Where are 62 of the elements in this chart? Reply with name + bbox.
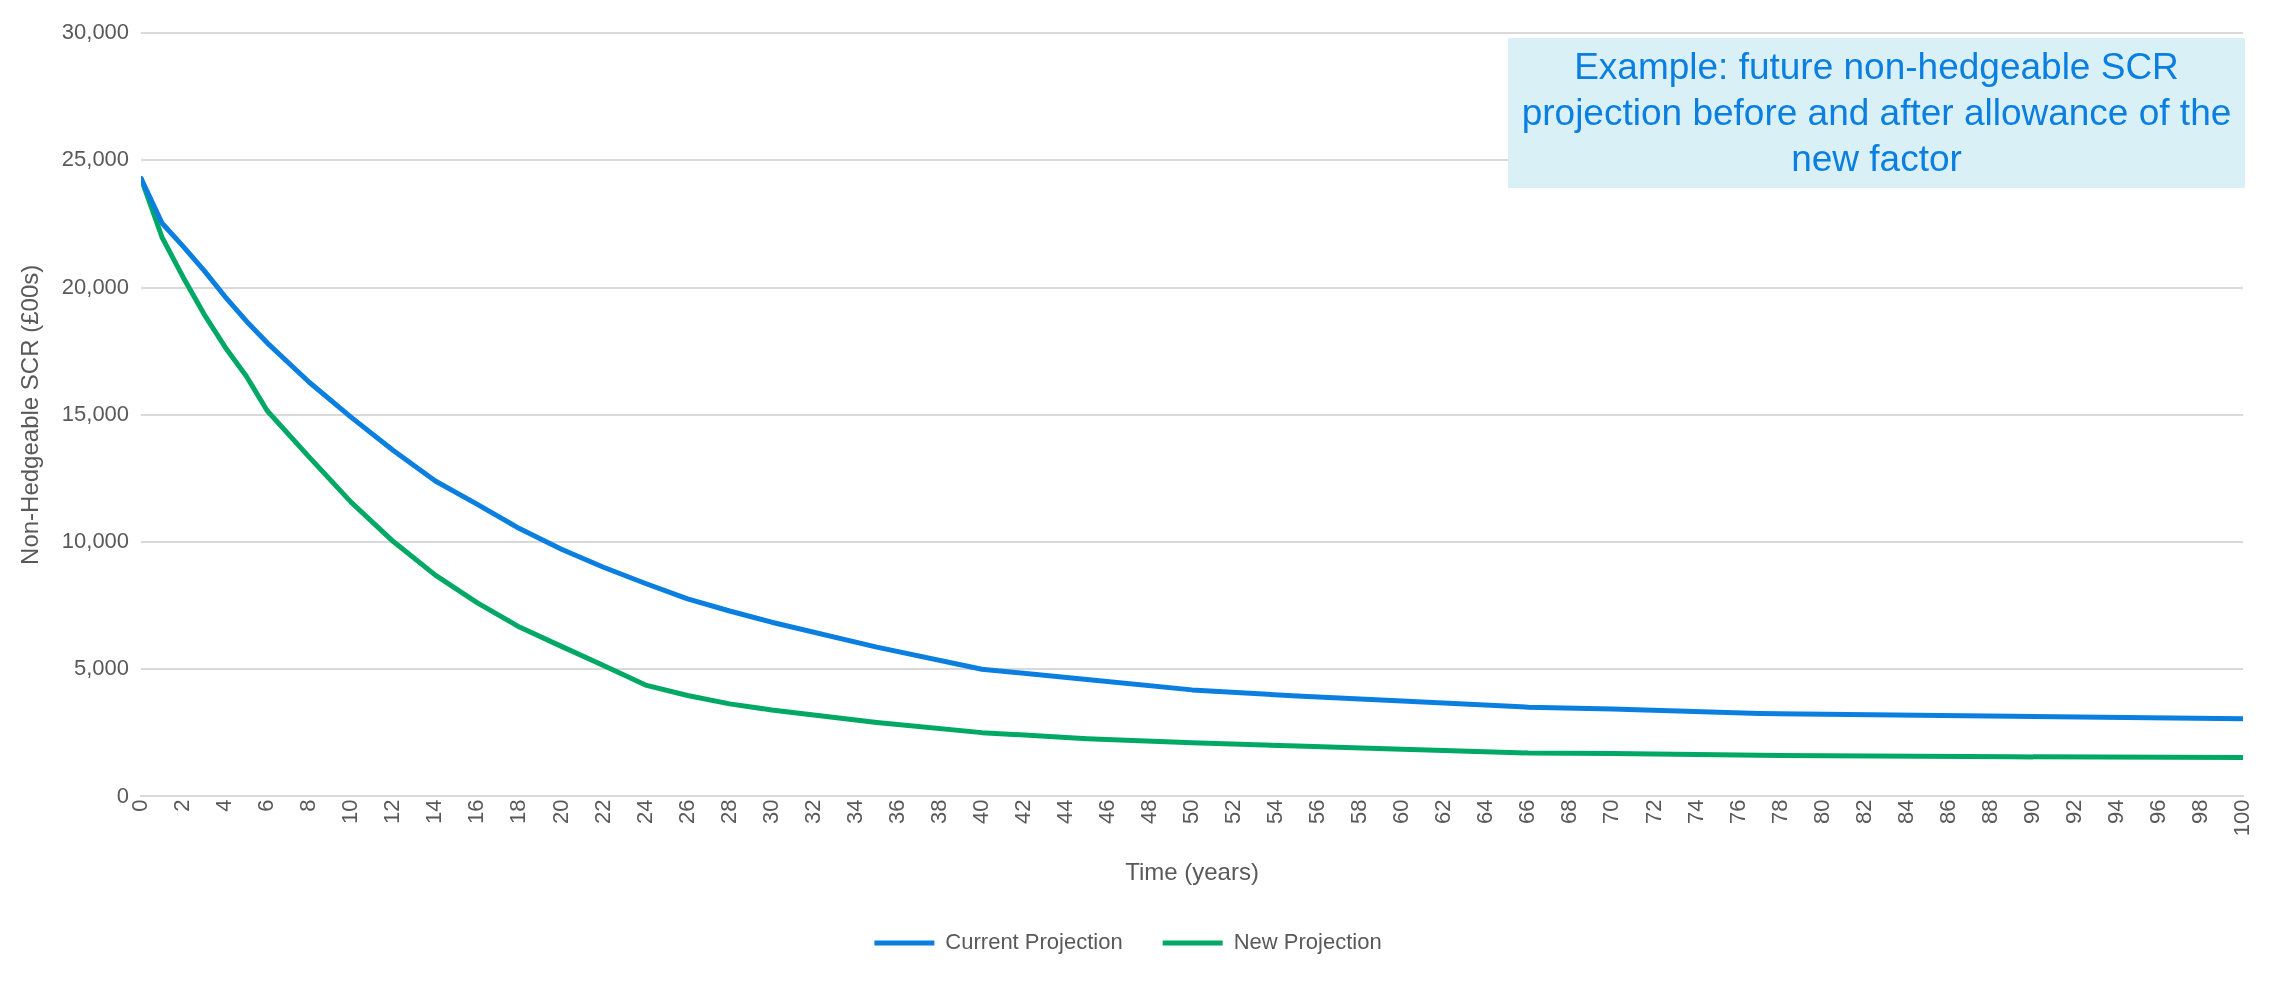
x-tick-label: 46 [1094,799,1120,824]
x-tick-label: 16 [463,799,489,824]
x-tick-label: 38 [925,799,951,824]
x-tick-label: 34 [841,799,867,824]
legend-label: New Projection [1233,929,1382,955]
x-tick-label: 72 [1640,799,1666,824]
x-tick-label: 18 [505,799,531,824]
x-tick-label: 6 [253,799,279,812]
x-tick-label: 88 [1976,799,2002,824]
x-tick-label: 100 [2229,799,2255,837]
x-tick-label: 68 [1556,799,1582,824]
x-tick-label: 96 [2144,799,2170,824]
x-tick-label: 66 [1514,799,1540,824]
x-tick-label: 28 [715,799,741,824]
x-axis-title: Time (years) [1125,858,1259,886]
x-tick-label: 4 [211,799,237,812]
x-tick-label: 50 [1178,799,1204,824]
x-tick-label: 42 [1009,799,1035,824]
x-tick-label: 30 [757,799,783,824]
x-tick-label: 82 [1850,799,1876,824]
x-tick-label: 24 [631,799,657,824]
x-tick-label: 2 [169,799,195,812]
x-tick-label: 64 [1472,799,1498,824]
y-axis-title: Non-Hedgeable SCR (£00s) [16,264,44,565]
x-tick-label: 74 [1682,799,1708,824]
x-tick-label: 0 [127,799,153,812]
y-tick-label: 15,000 [61,400,130,426]
x-tick-label: 84 [1892,799,1918,824]
x-tick-label: 26 [673,799,699,824]
x-tick-label: 80 [1808,799,1834,824]
x-tick-label: 20 [547,799,573,824]
x-tick-label: 62 [1430,799,1456,824]
x-tick-label: 32 [799,799,825,824]
x-tick-label: 48 [1136,799,1162,824]
x-tick-label: 56 [1304,799,1330,824]
y-tick-label: 30,000 [61,19,130,45]
y-tick-label: 10,000 [61,528,130,554]
x-tick-label: 70 [1598,799,1624,824]
x-tick-label: 90 [2018,799,2044,824]
x-tick-label: 14 [421,799,447,824]
x-tick-label: 52 [1220,799,1246,824]
x-tick-label: 36 [883,799,909,824]
x-tick-label: 86 [1934,799,1960,824]
y-tick-label: 5,000 [74,655,130,681]
x-tick-label: 8 [295,799,321,812]
x-tick-label: 78 [1766,799,1792,824]
x-tick-label: 10 [337,799,363,824]
x-tick-label: 92 [2060,799,2086,824]
y-tick-label: 25,000 [61,146,130,172]
x-tick-label: 40 [967,799,993,824]
legend-label: Current Projection [945,929,1123,955]
x-tick-label: 60 [1388,799,1414,824]
y-tick-label: 20,000 [61,273,130,299]
annotation: Example: future non-hedgeable SCR projection before and after allowance of the new factor [1508,38,2245,188]
x-tick-label: 44 [1051,799,1077,824]
x-tick-label: 54 [1262,799,1288,824]
x-tick-label: 76 [1724,799,1750,824]
x-tick-label: 58 [1346,799,1372,824]
x-tick-label: 22 [589,799,615,824]
x-tick-label: 12 [379,799,405,824]
x-tick-label: 98 [2187,799,2213,824]
x-tick-label: 94 [2102,799,2128,824]
